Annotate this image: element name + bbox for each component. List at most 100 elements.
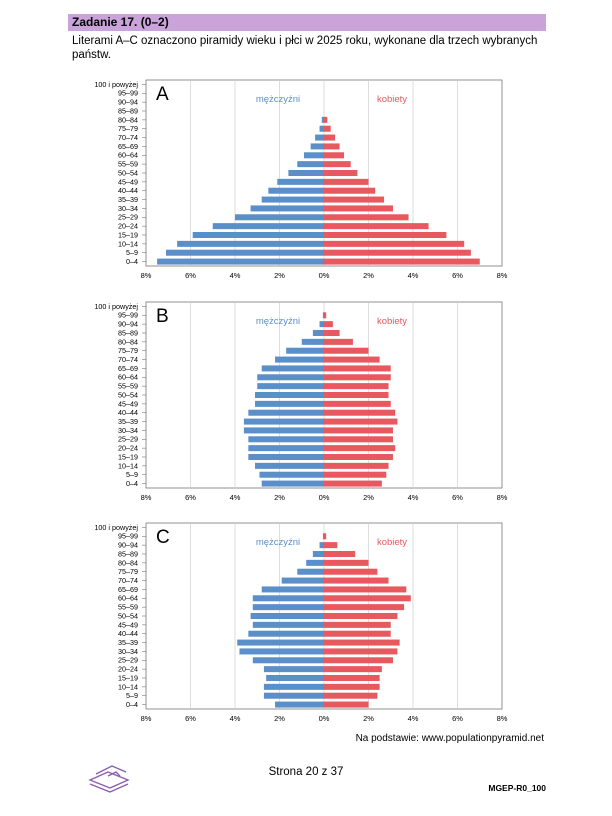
age-tick-label: 40–44: [118, 186, 138, 195]
bar-male: [248, 453, 324, 461]
age-tick-label: 85–89: [118, 106, 138, 115]
age-tick-label: 95–99: [118, 89, 138, 98]
x-tick-label: 2%: [363, 271, 374, 280]
x-tick-label: 8%: [497, 493, 508, 502]
x-tick-label: 8%: [497, 271, 508, 280]
x-tick-label: 4%: [230, 271, 241, 280]
bar-female: [324, 116, 328, 123]
age-tick-label: 25–29: [118, 213, 138, 222]
bar-male: [248, 630, 324, 637]
publisher-logo-icon: [86, 760, 132, 799]
bar-male: [261, 480, 324, 487]
bar-male: [303, 152, 324, 159]
x-tick-label: 8%: [141, 714, 152, 723]
bar-female: [324, 639, 400, 646]
bar-female: [324, 533, 327, 540]
age-tick-label: 5–9: [126, 248, 138, 257]
legend-male: mężczyźni: [256, 94, 300, 105]
bar-female: [324, 240, 465, 247]
legend-male: mężczyźni: [256, 537, 300, 548]
bar-female: [324, 612, 398, 620]
exam-code: MGEP-R0_100: [488, 783, 546, 793]
age-tick-label: 5–9: [126, 691, 138, 700]
age-tick-label: 55–59: [118, 382, 138, 391]
age-tick-label: 80–84: [118, 115, 138, 124]
age-tick-label: 5–9: [126, 470, 138, 479]
bar-male: [255, 400, 324, 407]
bar-female: [324, 143, 340, 150]
bar-female: [324, 445, 396, 452]
age-tick-label: 35–39: [118, 417, 138, 426]
age-tick-label: 35–39: [118, 638, 138, 647]
bar-female: [324, 550, 356, 558]
bar-female: [324, 391, 389, 399]
bar-female: [324, 187, 376, 194]
bar-male: [315, 134, 324, 141]
legend-female: kobiety: [377, 94, 407, 105]
age-tick-label: 50–54: [118, 390, 138, 399]
age-tick-label: 65–69: [118, 142, 138, 151]
bar-male: [261, 365, 324, 372]
bar-male: [235, 214, 324, 221]
bar-male: [277, 178, 324, 185]
age-tick-label: 55–59: [118, 603, 138, 612]
bar-female: [324, 161, 351, 168]
x-tick-label: 2%: [363, 493, 374, 502]
bar-male: [259, 471, 324, 478]
age-tick-label: 20–24: [118, 222, 138, 231]
bar-female: [324, 125, 331, 132]
bar-female: [324, 321, 333, 328]
bar-male: [319, 321, 324, 328]
x-tick-label: 2%: [363, 714, 374, 723]
chart-letter: B: [156, 306, 169, 327]
age-tick-label: 55–59: [118, 160, 138, 169]
x-tick-label: 6%: [185, 714, 196, 723]
age-tick-label: 40–44: [118, 629, 138, 638]
x-tick-label: 0%: [319, 493, 330, 502]
bar-female: [324, 365, 391, 372]
bar-female: [324, 666, 382, 673]
bar-female: [324, 471, 387, 478]
age-tick-label: 70–74: [118, 355, 138, 364]
x-tick-label: 0%: [319, 271, 330, 280]
age-tick-label: 70–74: [118, 576, 138, 585]
task-intro: Literami A–C oznaczono piramidy wieku i …: [72, 35, 538, 61]
bar-male: [177, 240, 324, 247]
bar-male: [312, 329, 324, 337]
age-tick-label: 10–14: [118, 682, 138, 691]
bar-female: [324, 400, 391, 407]
bar-female: [324, 595, 411, 602]
bar-male: [248, 436, 324, 443]
legend-female: kobiety: [377, 316, 407, 327]
age-tick-label: 45–49: [118, 399, 138, 408]
age-tick-label: 10–14: [118, 461, 138, 470]
bar-male: [239, 648, 324, 655]
x-tick-label: 6%: [452, 271, 463, 280]
age-tick-label: 95–99: [118, 311, 138, 320]
bar-male: [319, 125, 324, 132]
age-tick-label: 85–89: [118, 549, 138, 558]
age-tick-label: 75–79: [118, 124, 138, 133]
source-note: Na podstawie: www.populationpyramid.net: [355, 733, 544, 744]
age-tick-label: 40–44: [118, 408, 138, 417]
x-tick-label: 4%: [408, 493, 419, 502]
age-tick-label: 15–19: [118, 673, 138, 682]
bar-female: [324, 214, 409, 221]
x-tick-label: 6%: [452, 493, 463, 502]
bar-male: [252, 657, 324, 664]
x-tick-label: 6%: [185, 493, 196, 502]
bar-male: [248, 445, 324, 452]
page-number: Strona 20 z 37: [268, 766, 344, 778]
bar-male: [322, 533, 324, 540]
bar-female: [324, 249, 471, 256]
task-header: Zadanie 17. (0–2): [68, 14, 546, 31]
bar-female: [324, 338, 353, 345]
bar-male: [250, 612, 324, 620]
bar-female: [324, 568, 378, 575]
age-tick-label: 30–34: [118, 204, 138, 213]
bar-male: [237, 639, 324, 646]
bar-male: [212, 223, 324, 230]
bar-female: [324, 383, 389, 390]
bar-male: [321, 116, 324, 123]
bar-female: [324, 374, 391, 381]
